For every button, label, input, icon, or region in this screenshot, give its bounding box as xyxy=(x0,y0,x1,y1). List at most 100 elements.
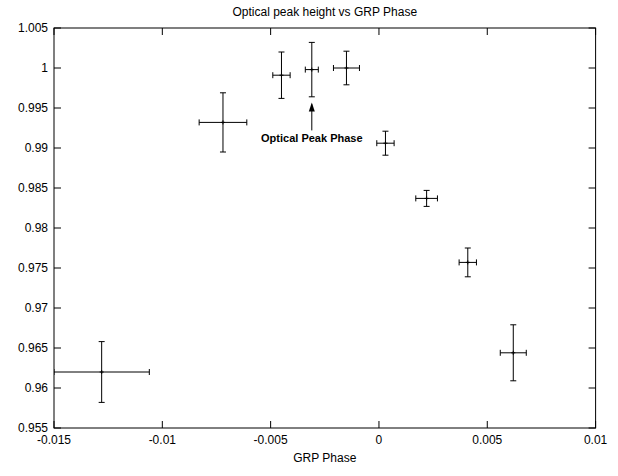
point xyxy=(344,66,348,70)
y-tick-label: 0.99 xyxy=(25,141,49,155)
y-tick-mirror xyxy=(589,188,596,189)
y-error-cap xyxy=(343,84,349,85)
x-error-cap xyxy=(415,195,416,201)
y-error-cap xyxy=(278,52,284,53)
annotation: Optical Peak Phase xyxy=(261,132,363,144)
y-error-cap xyxy=(510,324,516,325)
y-error-cap xyxy=(343,51,349,52)
y-tick xyxy=(54,348,61,349)
x-error-cap xyxy=(526,350,527,356)
x-error-cap xyxy=(290,72,291,78)
x-error-cap xyxy=(272,72,273,78)
y-error-cap xyxy=(99,402,105,403)
y-tick-mirror xyxy=(589,388,596,389)
point xyxy=(383,141,387,145)
x-error-cap xyxy=(394,140,395,146)
y-tick xyxy=(54,148,61,149)
point xyxy=(221,120,225,124)
y-tick xyxy=(54,68,61,69)
x-tick-mirror xyxy=(378,28,379,35)
y-tick xyxy=(54,28,61,29)
x-error-cap xyxy=(376,140,377,146)
point-group xyxy=(333,51,359,85)
point xyxy=(279,73,283,77)
y-tick-mirror xyxy=(589,348,596,349)
y-tick-label: 0.965 xyxy=(18,341,48,355)
y-error-cap xyxy=(220,92,226,93)
x-tick-mirror xyxy=(595,28,596,35)
x-error-cap xyxy=(459,259,460,265)
x-error-cap xyxy=(333,65,334,71)
point-group xyxy=(377,131,394,155)
y-tick-mirror xyxy=(589,148,596,149)
x-tick-mirror xyxy=(54,28,55,35)
x-error-cap xyxy=(500,350,501,356)
point-group xyxy=(199,93,247,152)
x-error-cap xyxy=(305,67,306,73)
y-error-cap xyxy=(99,341,105,342)
y-error-cap xyxy=(424,190,430,191)
y-tick-mirror xyxy=(589,108,596,109)
point-group xyxy=(416,190,438,206)
chart: Optical peak height vs GRP Phase -0.015 -0… xyxy=(0,0,618,476)
y-tick xyxy=(54,188,61,189)
y-tick-mirror xyxy=(589,28,596,29)
y-tick-mirror xyxy=(589,228,596,229)
x-tick xyxy=(595,421,596,428)
x-tick-mirror xyxy=(270,28,271,35)
y-error-cap xyxy=(424,206,430,207)
y-error-cap xyxy=(465,276,471,277)
y-tick xyxy=(54,228,61,229)
y-tick-mirror xyxy=(589,68,596,69)
y-tick xyxy=(54,428,61,429)
x-tick xyxy=(270,421,271,428)
x-tick xyxy=(487,421,488,428)
point-group xyxy=(54,342,149,403)
y-error-cap xyxy=(278,98,284,99)
x-axis-title: GRP Phase xyxy=(293,451,356,465)
x-tick-mirror xyxy=(487,28,488,35)
point-group xyxy=(459,248,476,277)
annotation-arrow xyxy=(309,102,315,130)
y-error-cap xyxy=(382,131,388,132)
y-tick-label: 0.955 xyxy=(18,421,48,435)
y-tick-label: 0.97 xyxy=(25,301,49,315)
x-tick xyxy=(54,421,55,428)
y-tick-label: 0.98 xyxy=(25,221,49,235)
title: Optical peak height vs GRP Phase xyxy=(233,5,418,19)
x-tick-label: -0.01 xyxy=(149,433,177,447)
x-error-cap xyxy=(318,67,319,73)
point xyxy=(100,370,104,374)
x-tick-label: 0.005 xyxy=(472,433,502,447)
y-error-cap xyxy=(382,155,388,156)
y-tick-label: 1.005 xyxy=(18,21,48,35)
x-error-cap xyxy=(149,369,150,375)
x-error-cap xyxy=(246,119,247,125)
x-error-cap xyxy=(437,195,438,201)
x-tick xyxy=(378,421,379,428)
y-tick xyxy=(54,268,61,269)
y-tick-label: 0.995 xyxy=(18,101,48,115)
y-error-cap xyxy=(465,248,471,249)
point-group xyxy=(500,325,526,381)
y-error-cap xyxy=(510,380,516,381)
x-tick-label: -0.005 xyxy=(254,433,288,447)
point xyxy=(310,68,314,72)
y-tick xyxy=(54,388,61,389)
y-tick xyxy=(54,108,61,109)
x-tick-label: 0 xyxy=(376,433,383,447)
y-tick-label: 1 xyxy=(41,61,48,75)
marks xyxy=(54,42,526,402)
point xyxy=(466,260,470,264)
point xyxy=(425,196,429,200)
y-error-cap xyxy=(220,152,226,153)
y-error-cap xyxy=(309,42,315,43)
x-tick-label: -0.015 xyxy=(37,433,71,447)
x-error-cap xyxy=(199,119,200,125)
y-tick-label: 0.985 xyxy=(18,181,48,195)
plot-frame xyxy=(54,28,596,428)
x-tick-mirror xyxy=(162,28,163,35)
y-tick-mirror xyxy=(589,268,596,269)
x-tick-label: 0.01 xyxy=(584,433,608,447)
point-group xyxy=(305,42,318,96)
